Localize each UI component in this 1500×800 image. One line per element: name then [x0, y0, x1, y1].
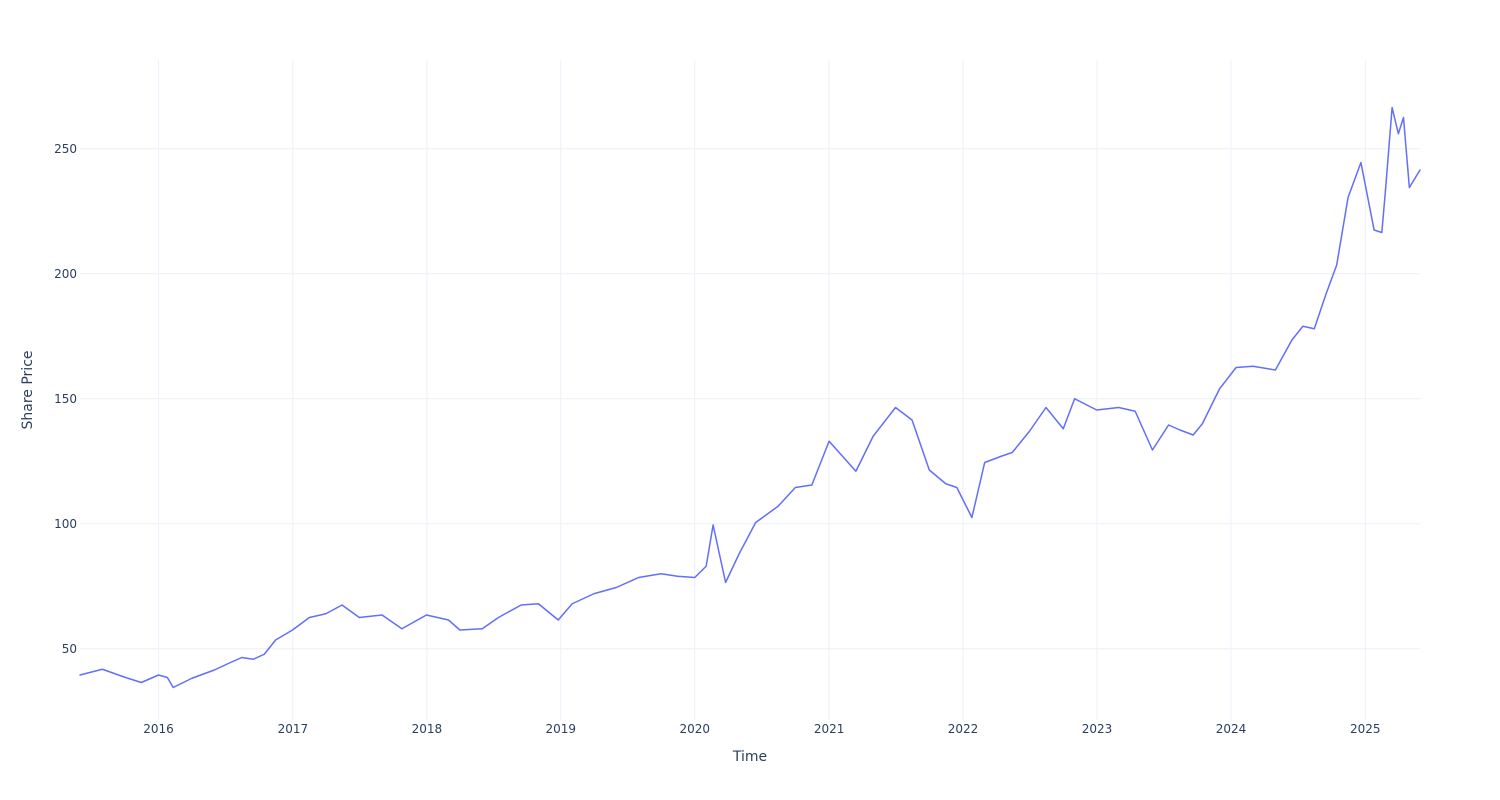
y-tick-label: 50 — [62, 642, 77, 656]
x-tick-label: 2023 — [1082, 722, 1113, 736]
y-tick-label: 200 — [54, 267, 77, 281]
series-line — [79, 106, 1421, 689]
x-tick-label: 2018 — [412, 722, 443, 736]
y-tick-label: 100 — [54, 517, 77, 531]
x-tick-label: 2025 — [1350, 722, 1381, 736]
x-tick-label: 2017 — [278, 722, 309, 736]
x-tick-label: 2024 — [1216, 722, 1247, 736]
x-tick-label: 2019 — [546, 722, 577, 736]
x-tick-label: 2021 — [814, 722, 845, 736]
y-tick-label: 150 — [54, 392, 77, 406]
y-gridlines — [80, 148, 1420, 650]
x-tick-label: 2020 — [679, 722, 710, 736]
x-gridlines — [158, 60, 1366, 720]
y-axis-ticks: 50 100 150 200 250 — [54, 142, 77, 656]
x-tick-label: 2022 — [948, 722, 979, 736]
y-axis-title: Share Price — [20, 350, 36, 429]
x-axis-ticks: 2016 2017 2018 2019 2020 2021 2022 2023 2024 2025 — [143, 722, 1380, 736]
x-axis-title: Time — [732, 749, 767, 765]
y-tick-label: 250 — [54, 142, 77, 156]
x-tick-label: 2016 — [143, 722, 174, 736]
plot-background — [80, 60, 1420, 720]
